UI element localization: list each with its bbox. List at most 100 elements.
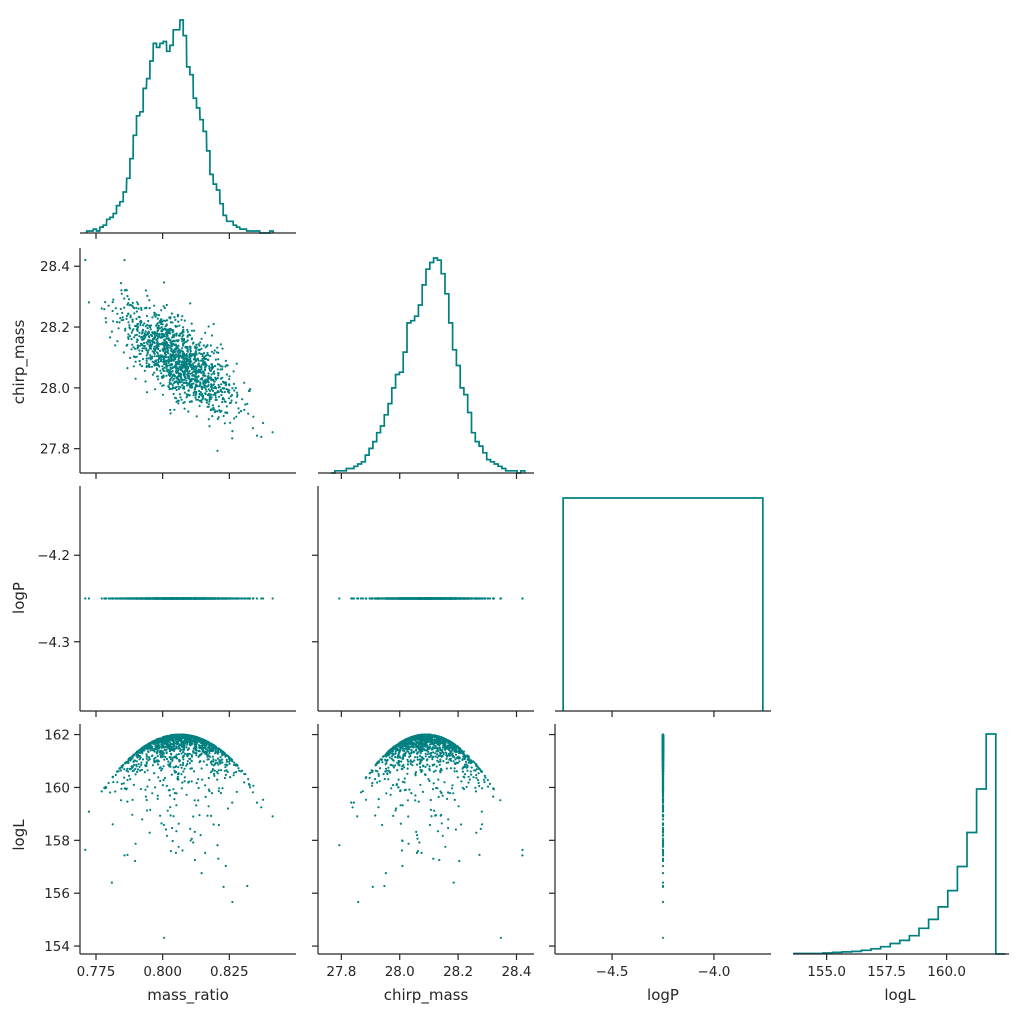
scatter-point <box>181 849 184 852</box>
scatter-point <box>185 393 188 396</box>
scatter-point <box>405 597 408 600</box>
scatter-point <box>194 373 197 376</box>
scatter-point <box>141 758 145 761</box>
scatter-point <box>151 331 154 334</box>
scatter-point <box>138 344 141 347</box>
scatter-point <box>171 374 174 378</box>
scatter-point <box>193 858 196 862</box>
scatter-point <box>193 830 196 834</box>
scatter-point <box>409 597 413 600</box>
scatter-point <box>239 410 243 413</box>
scatter-point <box>483 597 486 600</box>
scatter-point <box>219 365 222 368</box>
scatter-point <box>224 359 227 362</box>
scatter-point <box>209 344 212 347</box>
scatter-point <box>202 344 205 347</box>
scatter-point <box>230 394 234 397</box>
scatter-point <box>220 597 223 600</box>
scatter-point <box>179 360 182 363</box>
scatter-point <box>163 346 166 349</box>
scatter-point <box>224 864 227 868</box>
scatter-point <box>157 360 160 364</box>
scatter-point <box>211 389 215 392</box>
scatter-point <box>179 597 182 600</box>
scatter-point <box>186 597 189 600</box>
scatter-point <box>145 753 148 756</box>
scatter-point <box>205 401 208 404</box>
scatter-point <box>147 357 150 360</box>
scatter-point <box>227 397 231 400</box>
scatter-point <box>197 398 200 401</box>
scatter-point <box>154 331 157 334</box>
scatter-point <box>190 322 193 325</box>
scatter-point <box>192 841 195 844</box>
scatter-point <box>416 597 419 600</box>
scatter-point <box>455 597 458 600</box>
scatter-point <box>181 781 184 784</box>
scatter-point <box>117 327 120 330</box>
scatter-point <box>202 394 205 398</box>
scatter-point <box>177 371 180 374</box>
scatter-point <box>165 324 168 327</box>
scatter-point <box>141 338 144 341</box>
scatter-point <box>192 378 195 381</box>
scatter-point <box>127 298 131 301</box>
scatter-point <box>163 776 166 780</box>
scatter-panel-r1-c0 <box>84 258 274 452</box>
scatter-point <box>212 758 215 761</box>
scatter-point <box>244 597 247 600</box>
scatter-point <box>192 342 195 345</box>
scatter-point <box>228 391 231 394</box>
scatter-point <box>149 324 153 327</box>
scatter-point <box>225 760 229 764</box>
scatter-point <box>217 405 220 408</box>
scatter-point <box>158 357 161 360</box>
scatter-point <box>156 794 159 797</box>
scatter-point <box>204 361 207 364</box>
scatter-point <box>201 392 204 395</box>
scatter-point <box>186 339 189 342</box>
scatter-point <box>204 363 208 366</box>
scatter-point <box>175 388 178 392</box>
scatter-point <box>204 384 207 387</box>
scatter-point <box>244 403 247 406</box>
scatter-point <box>368 597 371 600</box>
scatter-point <box>221 365 224 368</box>
scatter-point <box>174 318 177 321</box>
scatter-point <box>208 392 211 395</box>
scatter-point <box>143 369 146 372</box>
scatter-point <box>231 437 234 440</box>
scatter-point <box>107 597 110 600</box>
scatter-point <box>127 312 130 316</box>
scatter-point <box>212 393 215 396</box>
scatter-point <box>203 379 206 382</box>
scatter-point <box>464 597 467 600</box>
scatter-point <box>217 351 220 354</box>
scatter-point <box>204 795 207 799</box>
scatter-point <box>175 334 178 337</box>
scatter-point <box>209 409 212 412</box>
scatter-point <box>180 363 183 366</box>
scatter-point <box>157 763 160 766</box>
scatter-point <box>159 382 162 385</box>
scatter-point <box>195 378 198 381</box>
scatter-point <box>169 850 172 853</box>
scatter-point <box>252 415 255 418</box>
scatter-point <box>183 391 186 394</box>
scatter-point <box>109 791 112 794</box>
scatter-point <box>135 597 138 600</box>
scatter-point <box>233 597 236 600</box>
scatter-point <box>169 364 172 367</box>
scatter-point <box>133 312 136 315</box>
scatter-point <box>186 345 189 349</box>
scatter-point <box>136 303 140 306</box>
scatter-point <box>211 363 214 366</box>
scatter-point <box>125 289 128 292</box>
scatter-point <box>239 597 243 600</box>
scatter-point <box>188 386 192 389</box>
scatter-point <box>176 355 179 358</box>
scatter-point <box>130 338 133 341</box>
scatter-point <box>145 314 149 317</box>
scatter-point <box>163 334 166 337</box>
scatter-point <box>137 315 140 319</box>
